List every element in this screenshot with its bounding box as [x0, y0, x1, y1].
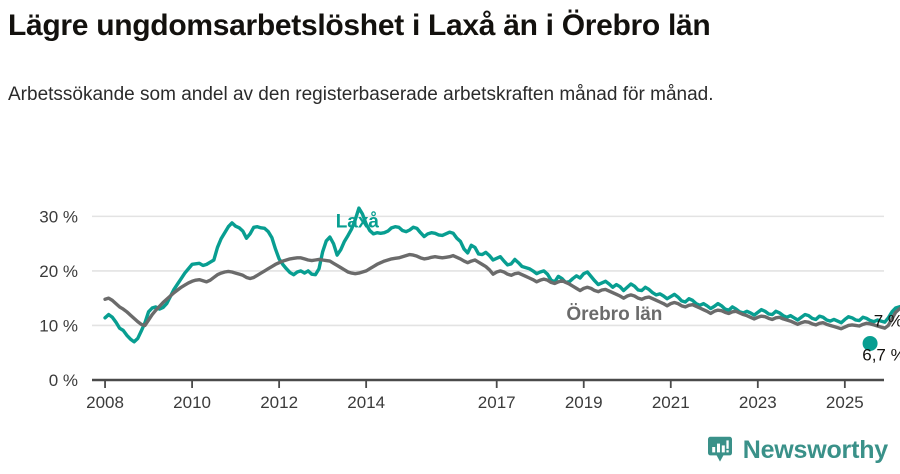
x-axis-tick-label: 2017 — [478, 393, 516, 412]
orebro-end-label: 7 % — [874, 312, 900, 331]
gridlines — [92, 215, 884, 327]
data-series — [103, 206, 900, 344]
x-axis-tick-label: 2019 — [565, 393, 603, 412]
series-line-lax- — [103, 206, 900, 344]
y-axis-labels: 0 % 10 % 20 % 30 % — [39, 207, 78, 390]
page-title: Lägre ungdomsarbetslöshet i Laxå än i Ör… — [8, 9, 711, 42]
y-axis-tick-label: 20 % — [39, 262, 78, 281]
x-axis — [92, 378, 884, 388]
y-axis-tick-label: 0 % — [49, 371, 78, 390]
y-axis-tick-label: 10 % — [39, 316, 78, 335]
x-axis-tick-label: 2008 — [86, 393, 124, 412]
chart-annotations: Laxå Örebro län 7 % 6,7 % — [336, 211, 900, 364]
brand-name: Newsworthy — [742, 436, 888, 464]
y-axis-tick-label: 30 % — [39, 207, 78, 226]
x-axis-tick-label: 2021 — [652, 393, 690, 412]
bar-chart-bubble-icon — [706, 436, 734, 464]
x-axis-tick-label: 2012 — [260, 393, 298, 412]
endpoint-dot — [862, 335, 878, 351]
laxa-end-label: 6,7 % — [862, 345, 900, 364]
laxa-series-label: Laxå — [336, 211, 380, 232]
page-subtitle: Arbetssökande som andel av den registerb… — [8, 84, 714, 105]
x-axis-tick-label: 2010 — [173, 393, 211, 412]
x-axis-labels: 2008 2010 2012 2014 2017 2019 2021 2023 2025 — [86, 393, 864, 412]
series-line--rebro-l-n — [103, 252, 900, 331]
x-axis-tick-label: 2025 — [826, 393, 864, 412]
x-axis-tick-label: 2023 — [739, 393, 777, 412]
orebro-series-label: Örebro län — [566, 304, 662, 325]
endpoint-marker — [862, 335, 878, 351]
x-axis-tick-label: 2014 — [347, 393, 385, 412]
newsworthy-logo[interactable]: Newsworthy — [706, 436, 888, 464]
